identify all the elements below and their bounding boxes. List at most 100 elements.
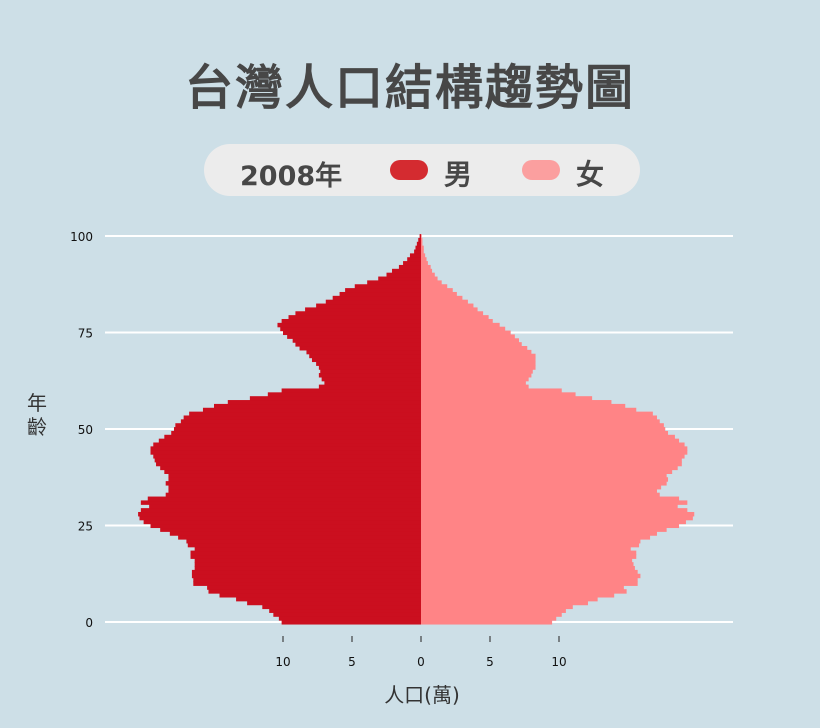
bar-male: [247, 600, 421, 606]
bar-male: [309, 353, 421, 359]
bar-female: [421, 481, 667, 486]
bar-male: [295, 342, 421, 347]
bar-female: [421, 249, 424, 254]
bar-female: [421, 315, 489, 320]
bar-male: [190, 550, 421, 556]
y-tick-label: 100: [70, 230, 93, 244]
legend-female-label: 女: [576, 158, 605, 191]
bar-female: [421, 554, 637, 559]
bar-female: [421, 392, 576, 397]
bar-male: [281, 620, 421, 625]
bar-male: [168, 488, 421, 494]
bar-female: [421, 241, 423, 247]
bar-female: [421, 280, 442, 285]
x-tick-label: 0: [417, 655, 425, 669]
bar-male: [150, 523, 421, 529]
bar-female: [421, 365, 536, 370]
bar-female: [421, 373, 532, 378]
bar-male: [158, 438, 422, 444]
bar-female: [421, 234, 422, 239]
bar-female: [421, 492, 660, 498]
bar-female: [421, 600, 588, 606]
bar-female: [421, 504, 678, 509]
legend-year[interactable]: 2008年: [240, 161, 343, 192]
bar-female: [421, 257, 427, 262]
bar-male: [194, 566, 421, 571]
legend-male-label: 男: [444, 158, 473, 191]
bar-female: [421, 299, 468, 305]
bar-male: [150, 446, 421, 451]
bar-female: [421, 446, 688, 451]
bar-female: [421, 338, 519, 343]
bar-female: [421, 569, 638, 575]
bar-male: [320, 369, 421, 374]
bar-male: [386, 272, 421, 278]
bar-female: [421, 361, 536, 366]
bar-female: [421, 245, 424, 251]
bar-male: [305, 307, 421, 312]
x-axis-label: 人口(萬): [384, 683, 460, 707]
bar-female: [421, 415, 657, 420]
bar-female: [421, 388, 562, 393]
bar-male: [283, 330, 421, 336]
bar-female: [421, 596, 598, 602]
bar-female: [421, 500, 688, 505]
bar-male: [180, 419, 421, 424]
x-tick-label: 5: [486, 655, 494, 669]
bar-male: [178, 535, 421, 540]
bar-female: [421, 527, 667, 532]
bar-male: [173, 427, 421, 432]
bar-male: [267, 392, 421, 397]
bar-female: [421, 608, 566, 613]
bar-male: [311, 357, 421, 363]
bar-female: [421, 581, 638, 586]
bar-male: [138, 511, 421, 517]
bar-female: [421, 546, 631, 552]
bar-male: [262, 604, 421, 610]
bar-male: [249, 396, 421, 401]
bar-female: [421, 461, 682, 467]
bar-male: [378, 276, 421, 281]
bar-male: [318, 373, 421, 378]
bar-male: [345, 288, 421, 293]
bar-male: [140, 500, 422, 505]
bar-female: [421, 369, 533, 374]
bar-male: [278, 616, 421, 621]
bar-female: [421, 612, 562, 617]
bars: [138, 234, 695, 625]
bar-female: [421, 253, 426, 258]
y-tick-label: 0: [85, 616, 93, 630]
bar-female: [421, 442, 685, 447]
bar-female: [421, 357, 536, 363]
bar-male: [292, 338, 421, 343]
bar-male: [318, 365, 421, 370]
bar-female: [421, 330, 511, 336]
bar-female: [421, 515, 693, 521]
bar-male: [398, 264, 421, 270]
bar-male: [187, 542, 421, 548]
bar-female: [421, 284, 448, 289]
bar-female: [421, 465, 678, 471]
bar-female: [421, 573, 641, 579]
bar-female: [421, 558, 633, 563]
bar-male: [191, 573, 421, 579]
bar-male: [140, 508, 422, 513]
bar-male: [325, 299, 421, 305]
bar-male: [153, 454, 421, 459]
bar-female: [421, 577, 638, 583]
legend: 2008年 男 女: [204, 144, 640, 196]
bar-female: [421, 477, 669, 482]
bar-female: [421, 400, 612, 405]
bar-female: [421, 237, 423, 243]
bar-male: [149, 504, 421, 509]
bar-male: [168, 484, 421, 490]
bar-male: [354, 284, 421, 289]
bar-male: [219, 593, 421, 598]
bar-male: [175, 423, 421, 428]
legend-female-swatch: [522, 160, 560, 180]
bar-male: [403, 261, 421, 266]
bar-female: [421, 542, 640, 548]
bar-female: [421, 519, 686, 525]
x-axis-ticks: 10 5 0 5 10: [275, 636, 567, 669]
bar-female: [421, 450, 688, 455]
